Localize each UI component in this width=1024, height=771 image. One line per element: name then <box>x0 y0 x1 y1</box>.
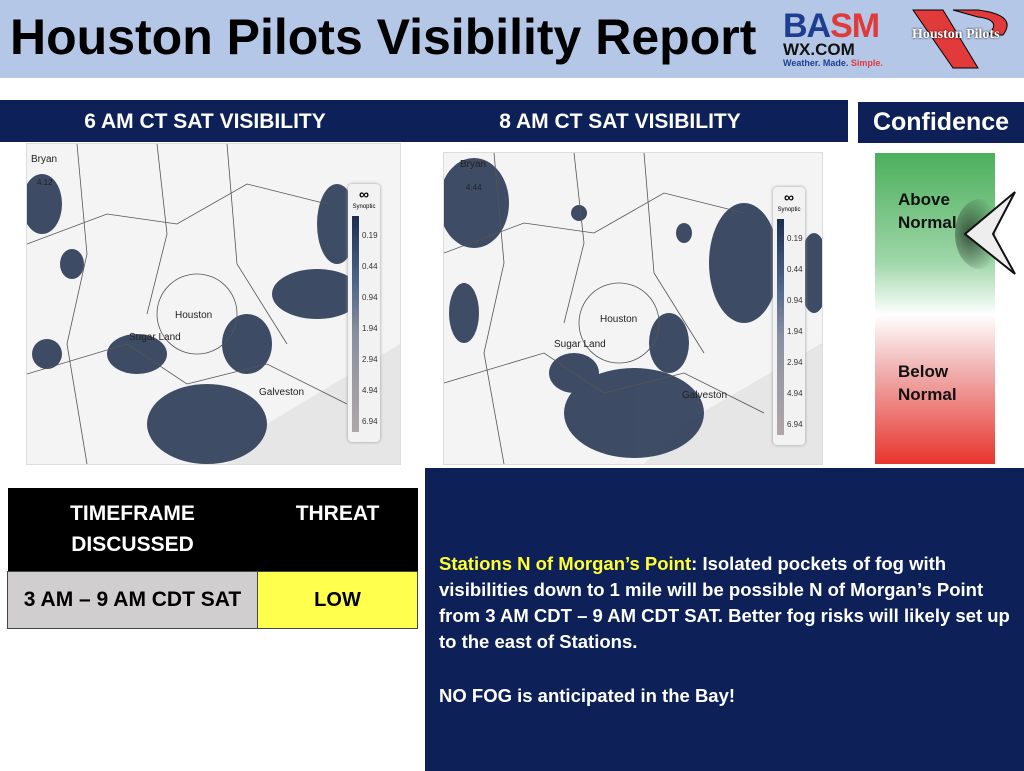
legend-value: 0.19 <box>787 234 803 243</box>
houston-pilots-logo: Houston Pilots <box>908 5 1018 73</box>
legend-value: 2.94 <box>787 358 803 367</box>
map-header-bar <box>0 100 848 142</box>
panel-title-6am: 6 AM CT SAT VISIBILITY <box>84 110 326 133</box>
map-label-bryan: Bryan <box>31 154 58 165</box>
legend-brand: Synoptic <box>777 207 801 213</box>
confidence-title: Confidence <box>858 102 1024 143</box>
discussion-panel <box>425 468 1024 771</box>
legend-value: 4.94 <box>362 386 378 395</box>
legend-value: 2.94 <box>362 355 378 364</box>
confidence-above-label: Above Normal <box>898 190 957 232</box>
threat-cell: LOW <box>257 571 418 629</box>
legend-color-bar <box>352 216 359 432</box>
header-timeframe: TIMEFRAME DISCUSSED <box>7 488 258 572</box>
visibility-map-6am: Bryan 4.12 Houston Sugar Land Galveston … <box>22 143 401 465</box>
discussion-body: : Isolated pockets of fog with visibilit… <box>439 553 1010 652</box>
timeframe-cell: 3 AM – 9 AM CDT SAT <box>7 571 258 629</box>
legend-value: 6.94 <box>787 420 803 429</box>
panel-title-8am: 8 AM CT SAT VISIBILITY <box>499 110 741 133</box>
legend-brand: Synoptic <box>352 204 376 210</box>
legend-value: 0.94 <box>362 293 378 302</box>
map-label-sugar-land: Sugar Land <box>129 332 181 343</box>
legend-value: 1.94 <box>362 324 378 333</box>
legend-value: 0.94 <box>787 296 803 305</box>
page-title: Houston Pilots Visibility Report <box>10 9 757 65</box>
visibility-legend: ∞ Synoptic 0.19 0.44 0.94 1.94 2.94 4.94… <box>773 187 805 445</box>
legend-value: 4.94 <box>787 389 803 398</box>
synoptic-logo-icon: ∞ <box>359 186 369 202</box>
map-label-galveston: Galveston <box>682 390 728 401</box>
discussion-text: Stations N of Morgan’s Point: Isolated p… <box>439 551 1014 709</box>
visibility-map-8am: Bryan 4.44 Houston Sugar Land Galveston … <box>439 152 829 465</box>
basm-logo: BASM WX.COM Weather. Made. Simple. <box>783 7 883 68</box>
map-label-houston: Houston <box>600 314 638 325</box>
map-label-galveston: Galveston <box>259 387 305 398</box>
legend-value: 6.94 <box>362 417 378 426</box>
header-threat: THREAT <box>257 488 418 572</box>
synoptic-logo-icon: ∞ <box>784 189 794 205</box>
confidence-below-label: Below Normal <box>898 362 957 404</box>
map-graphic <box>439 152 829 465</box>
legend-value: 1.94 <box>787 327 803 336</box>
map-label-bryan: Bryan <box>460 159 487 170</box>
legend-value: 0.44 <box>362 262 378 271</box>
legend-value: 0.44 <box>787 265 803 274</box>
map-label-value: 4.44 <box>466 183 482 192</box>
threat-table: TIMEFRAME DISCUSSED THREAT 3 AM – 9 AM C… <box>7 488 418 629</box>
visibility-legend: ∞ Synoptic 0.19 0.44 0.94 1.94 2.94 4.94… <box>348 184 380 442</box>
map-label-value: 4.12 <box>37 178 53 187</box>
discussion-highlight: Stations N of Morgan’s Point <box>439 553 692 574</box>
discussion-note: NO FOG is anticipated in the Bay! <box>439 685 736 706</box>
legend-value: 0.19 <box>362 231 378 240</box>
title-bar <box>0 0 1024 78</box>
legend-color-bar <box>777 219 784 435</box>
map-graphic <box>22 143 400 465</box>
map-label-houston: Houston <box>175 310 213 321</box>
confidence-pointer-icon <box>955 188 1024 283</box>
map-label-sugar-land: Sugar Land <box>554 339 606 350</box>
